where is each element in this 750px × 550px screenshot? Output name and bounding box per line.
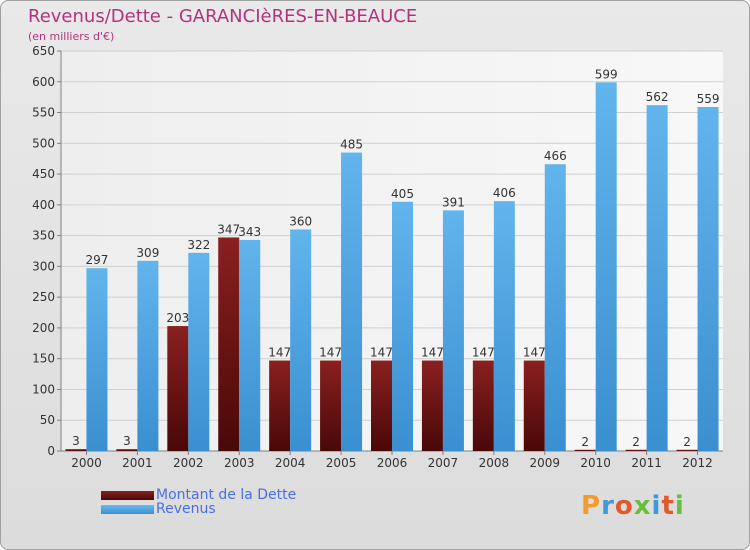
y-tick-label: 550 xyxy=(32,106,55,120)
data-label-revenue: 485 xyxy=(340,138,363,152)
y-tick-label: 0 xyxy=(47,444,55,458)
bar-revenue xyxy=(595,82,617,451)
x-tick-label: 2001 xyxy=(122,456,153,470)
x-tick-label: 2005 xyxy=(326,456,357,470)
x-tick-label: 2010 xyxy=(580,456,611,470)
data-label-revenue: 559 xyxy=(697,92,720,106)
bar-debt xyxy=(676,449,698,451)
x-tick-label: 2002 xyxy=(173,456,204,470)
bar-debt xyxy=(218,237,240,451)
data-label-debt: 2 xyxy=(683,435,691,449)
y-tick-label: 650 xyxy=(32,44,55,58)
data-label-debt: 147 xyxy=(523,346,546,360)
x-tick-label: 2000 xyxy=(71,456,102,470)
y-tick-label: 500 xyxy=(32,136,55,150)
data-label-revenue: 391 xyxy=(442,195,465,209)
y-tick-label: 350 xyxy=(32,229,55,243)
data-label-revenue: 297 xyxy=(86,253,109,267)
bar-revenue xyxy=(392,201,413,451)
bar-revenue xyxy=(341,152,363,452)
legend-item-debt: Montant de la Dette xyxy=(101,487,296,503)
y-tick-label: 150 xyxy=(32,352,55,366)
bar-debt xyxy=(371,360,392,451)
bar-revenue xyxy=(646,105,668,452)
y-tick-label: 100 xyxy=(32,382,55,396)
legend-label-revenue: Revenus xyxy=(156,501,216,517)
data-label-debt: 147 xyxy=(472,346,495,360)
data-label-debt: 2 xyxy=(632,435,640,449)
data-label-debt: 147 xyxy=(319,346,342,360)
bar-revenue xyxy=(290,229,312,451)
bar-revenue xyxy=(544,164,566,451)
bar-revenue xyxy=(493,201,515,451)
bar-revenue xyxy=(239,239,261,451)
data-label-debt: 203 xyxy=(166,311,189,325)
data-label-debt: 147 xyxy=(370,346,393,360)
y-tick-label: 450 xyxy=(32,167,55,181)
y-tick-label: 300 xyxy=(32,259,55,273)
data-label-debt: 147 xyxy=(421,346,444,360)
legend-label-debt: Montant de la Dette xyxy=(156,487,297,503)
data-label-revenue: 322 xyxy=(187,238,210,252)
x-tick-label: 2009 xyxy=(529,456,560,470)
bar-debt xyxy=(574,449,596,451)
bar-debt xyxy=(421,360,443,451)
x-tick-label: 2011 xyxy=(631,456,662,470)
x-tick-label: 2007 xyxy=(428,456,459,470)
data-label-revenue: 406 xyxy=(493,186,516,200)
legend-swatch-revenue xyxy=(101,504,154,514)
y-tick-label: 250 xyxy=(32,290,55,304)
data-label-debt: 147 xyxy=(268,346,291,360)
chart-title: Revenus/Dette - GARANCIèRES-EN-BEAUCE xyxy=(28,6,418,27)
x-tick-label: 2003 xyxy=(224,456,255,470)
x-tick-label: 2008 xyxy=(479,456,510,470)
legend-swatch-debt xyxy=(101,490,154,500)
y-tick-label: 50 xyxy=(40,413,55,427)
data-label-revenue: 466 xyxy=(544,149,567,163)
data-label-revenue: 599 xyxy=(595,67,618,81)
y-tick-label: 400 xyxy=(32,198,55,212)
bar-revenue xyxy=(86,268,108,451)
x-tick-label: 2004 xyxy=(275,456,306,470)
data-label-revenue: 343 xyxy=(238,225,261,239)
bar-debt xyxy=(116,449,138,451)
data-label-debt: 2 xyxy=(581,435,589,449)
x-tick-label: 2012 xyxy=(682,456,713,470)
bar-debt xyxy=(625,449,647,451)
bar-debt xyxy=(65,449,87,451)
data-label-debt: 3 xyxy=(72,434,80,448)
legend-item-revenue: Revenus xyxy=(101,501,216,517)
bar-revenue xyxy=(697,107,719,451)
chart-subtitle: (en milliers d'€) xyxy=(28,30,115,43)
bar-revenue xyxy=(188,252,210,451)
x-tick-label: 2006 xyxy=(377,456,408,470)
bar-debt xyxy=(523,360,545,451)
bar-revenue xyxy=(442,210,464,451)
bar-debt xyxy=(269,360,291,451)
bar-debt xyxy=(320,360,342,451)
y-tick-label: 600 xyxy=(32,75,55,89)
bar-debt xyxy=(167,326,189,451)
bar-debt xyxy=(472,360,494,451)
data-label-revenue: 405 xyxy=(391,187,414,201)
y-tick-label: 200 xyxy=(32,321,55,335)
data-label-debt: 3 xyxy=(123,434,131,448)
bar-revenue xyxy=(137,260,159,451)
data-label-revenue: 360 xyxy=(289,214,312,228)
data-label-revenue: 309 xyxy=(136,246,159,260)
data-label-revenue: 562 xyxy=(646,90,669,104)
data-label-debt: 347 xyxy=(217,222,240,236)
proxiti-logo: Proxiti xyxy=(581,491,685,521)
